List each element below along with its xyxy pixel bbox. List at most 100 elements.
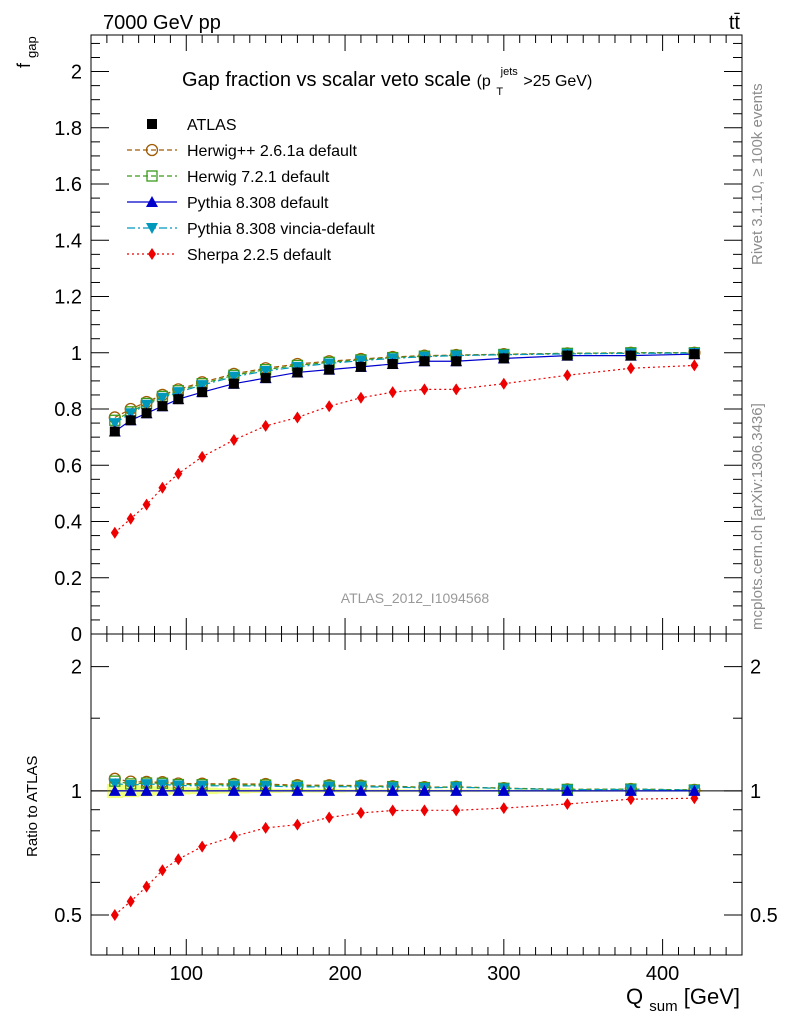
y-tick-label-main: 1: [71, 343, 82, 365]
data-point-ratio: [156, 779, 169, 791]
series-herwig-7-2-1-default: [109, 347, 701, 796]
legend-entry: ATLAS: [147, 117, 237, 134]
data-point-main: [419, 356, 430, 367]
rivet-info-label: Rivet 3.1.10, ≥ 100k events: [749, 83, 766, 265]
data-point-ratio: [452, 804, 461, 817]
legend-marker: [147, 119, 157, 129]
data-point-main: [198, 450, 207, 463]
data-point-main: [562, 350, 573, 361]
data-point-main: [156, 392, 169, 404]
data-point-main: [625, 350, 636, 361]
legend-entry: Herwig++ 2.6.1a default: [127, 143, 357, 160]
legend-entry: Pythia 8.308 default: [127, 195, 329, 212]
data-point-ratio: [291, 784, 304, 796]
data-point-ratio: [688, 784, 701, 796]
data-point-main: [356, 391, 365, 404]
data-point-main: [563, 369, 572, 382]
legend-label: Pythia 8.308 vincia-default: [187, 221, 375, 238]
y-tick-label-main: 0.8: [54, 399, 82, 421]
data-point-main: [173, 394, 184, 405]
data-point-ratio: [174, 853, 183, 866]
chart-title-main: Gap fraction vs scalar veto scale: [182, 69, 471, 91]
x-tick-label: 100: [170, 963, 203, 985]
data-point-ratio: [420, 804, 429, 817]
x-tick-label: 400: [646, 963, 679, 985]
chart-title-cut-sup: jets: [500, 66, 519, 78]
data-point-ratio: [126, 895, 135, 908]
analysis-label: ATLAS_2012_I1094568: [341, 590, 490, 606]
data-point-ratio: [356, 806, 365, 819]
y-tick-label-ratio: 1: [71, 781, 82, 803]
series-line-main: [114, 352, 695, 424]
y-tick-label-main: 2: [71, 62, 82, 84]
data-point-main: [451, 356, 462, 367]
data-point-main: [227, 371, 240, 383]
y-tick-label-main: 0.2: [54, 568, 82, 590]
series-line-ratio: [114, 797, 695, 916]
data-point-ratio: [158, 864, 167, 877]
data-point-main: [172, 387, 185, 399]
series-sherpa-2-2-5-default: [110, 359, 699, 922]
data-point-main: [689, 349, 700, 360]
y-axis-label-main: f gap: [14, 36, 39, 68]
chart-title-cut-suffix: >25 GeV): [523, 73, 592, 90]
y-tick-label-main: 1.8: [54, 118, 82, 140]
data-point-main: [140, 399, 153, 411]
series-pythia-8-308-vincia-default: [108, 348, 701, 797]
data-point-main: [293, 411, 302, 424]
data-point-ratio: [626, 793, 635, 806]
legend-marker: [146, 196, 158, 207]
data-point-main: [325, 400, 334, 413]
legend-marker: [148, 248, 156, 260]
data-point-ratio: [561, 784, 574, 796]
data-point-ratio: [108, 784, 121, 796]
y-tick-label-ratio-right: 1: [750, 781, 761, 803]
data-point-main: [142, 498, 151, 511]
data-point-main: [108, 418, 121, 430]
y-tick-label-main: 1.2: [54, 287, 82, 309]
y-axis-label-ratio: Ratio to ATLAS: [24, 756, 41, 857]
data-point-ratio: [229, 830, 238, 843]
data-point-main: [388, 386, 397, 399]
data-point-ratio: [156, 784, 169, 796]
y-tick-label-ratio-right: 0.5: [750, 905, 778, 927]
data-point-main: [260, 373, 271, 384]
data-point-ratio: [142, 880, 151, 893]
data-point-main: [292, 367, 303, 378]
energy-label: 7000 GeV pp: [103, 12, 221, 34]
data-point-main: [125, 415, 136, 426]
legend-label: Sherpa 2.2.5 default: [187, 247, 332, 264]
data-point-main: [499, 377, 508, 390]
legend-label: ATLAS: [187, 117, 237, 134]
data-point-ratio: [140, 779, 153, 791]
data-point-ratio: [323, 784, 336, 796]
y-tick-label-ratio-right: 2: [750, 657, 761, 679]
y-tick-label-main: 1.4: [54, 230, 82, 252]
chart-title: Gap fraction vs scalar veto scale (p T j…: [182, 58, 592, 100]
data-point-main: [110, 526, 119, 539]
data-point-main: [261, 419, 270, 432]
legend-label: Herwig 7.2.1 default: [187, 169, 330, 186]
legend: ATLAS Herwig++ 2.6.1a default Herwig 7.2.1…: [127, 117, 375, 264]
data-point-ratio: [259, 784, 272, 796]
axes-layer: 100 200 300 400 0 0.2 0.4 0.6 0.8 1 1.2 1.4 1.6 1.8 2 0…: [54, 35, 778, 985]
data-point-main: [452, 383, 461, 396]
data-point-main: [324, 364, 335, 375]
y-tick-label-main: 0.4: [54, 512, 82, 534]
data-point-ratio: [388, 804, 397, 817]
x-tick-label: 200: [328, 963, 361, 985]
data-point-ratio: [450, 784, 463, 796]
data-point-ratio: [563, 797, 572, 810]
legend-label: Pythia 8.308 default: [187, 195, 329, 212]
x-axis-label: Q sum [GeV]: [626, 984, 740, 1016]
data-point-ratio: [110, 909, 119, 922]
data-point-ratio: [196, 784, 209, 796]
data-point-ratio: [227, 784, 240, 796]
legend-label: Herwig++ 2.6.1a default: [187, 143, 357, 160]
y-tick-label-ratio: 2: [71, 657, 82, 679]
data-point-main: [109, 426, 120, 437]
data-point-main: [174, 467, 183, 480]
source-info-label: mcplots.cern.ch [arXiv:1306.3436]: [749, 403, 766, 630]
series-line-ratio: [114, 782, 695, 791]
